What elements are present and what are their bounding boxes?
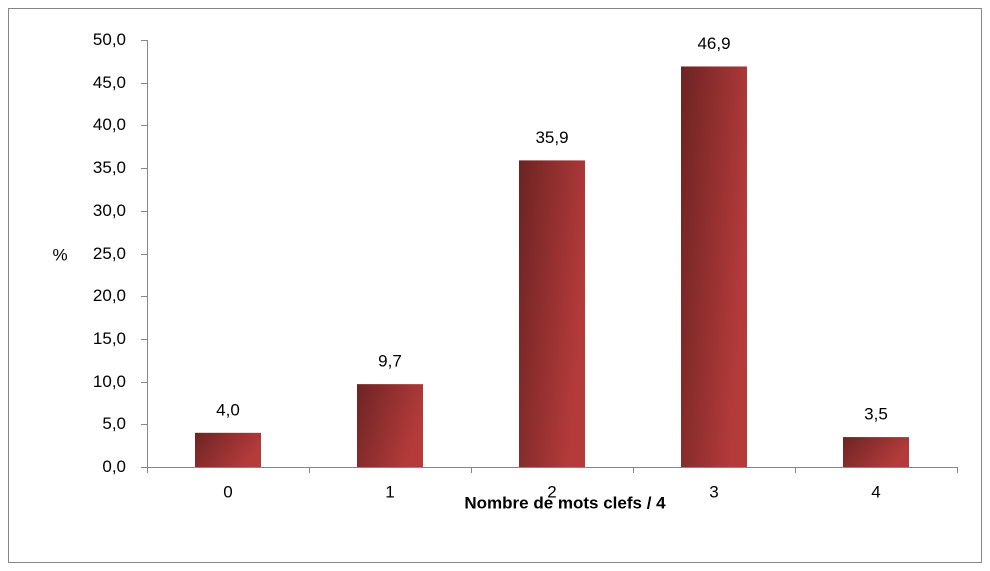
y-tick-label: 40,0: [93, 115, 126, 134]
value-label: 46,9: [697, 34, 730, 53]
x-tick-label: 3: [709, 482, 718, 501]
y-tick-label: 10,0: [93, 372, 126, 391]
x-tick-label: 1: [385, 482, 394, 501]
value-label: 3,5: [864, 405, 888, 424]
y-axis-label: %: [52, 245, 67, 264]
y-tick-label: 15,0: [93, 329, 126, 348]
bar-shade: [195, 432, 261, 467]
x-tick-label: 0: [223, 482, 232, 501]
y-tick-label: 20,0: [93, 286, 126, 305]
value-label: 9,7: [378, 352, 402, 371]
x-tick-label: 2: [547, 482, 556, 501]
bar-shade: [357, 384, 423, 467]
y-tick-label: 35,0: [93, 158, 126, 177]
y-tick-label: 50,0: [93, 30, 126, 49]
bar-shade: [843, 437, 909, 467]
value-label: 35,9: [535, 128, 568, 147]
value-label: 4,0: [216, 400, 240, 419]
y-tick-label: 25,0: [93, 244, 126, 263]
y-tick-label: 30,0: [93, 201, 126, 220]
bar-shade: [519, 160, 585, 467]
y-tick-label: 0,0: [102, 457, 126, 476]
y-tick-label: 45,0: [93, 73, 126, 92]
y-tick-label: 5,0: [102, 414, 126, 433]
chart-border: [8, 8, 982, 563]
x-axis-label: Nombre de mots clefs / 4: [464, 493, 666, 512]
bar-shade: [681, 66, 747, 467]
x-tick-label: 4: [871, 482, 880, 501]
